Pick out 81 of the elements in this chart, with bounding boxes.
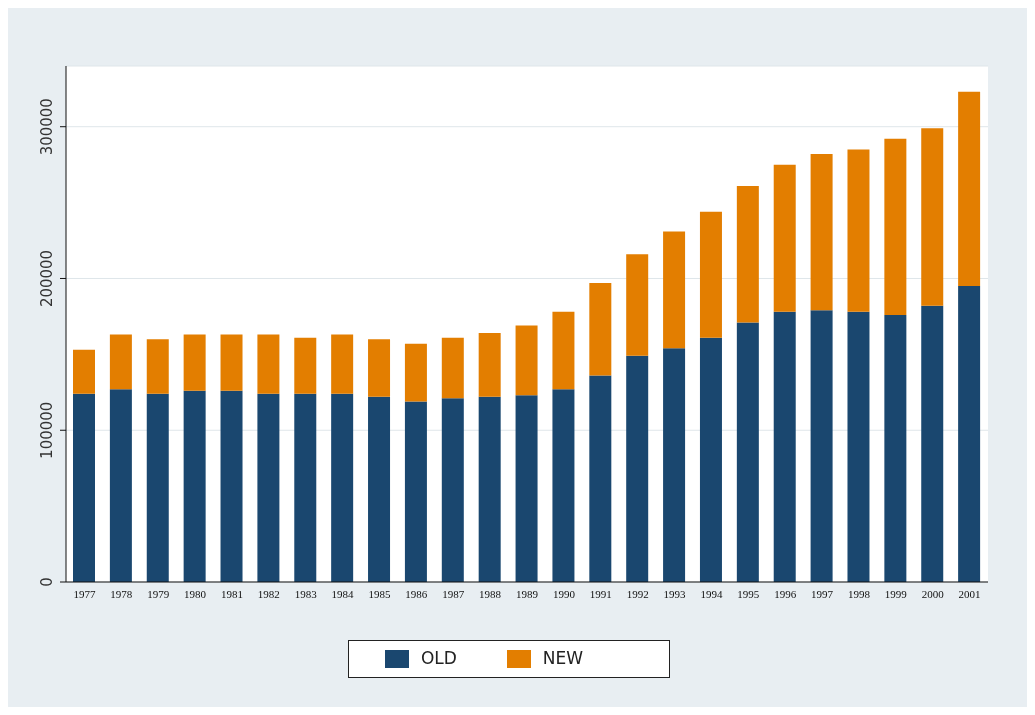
bar xyxy=(552,389,575,582)
bar xyxy=(663,348,686,582)
x-tick-label: 1998 xyxy=(847,587,871,600)
bar xyxy=(589,283,612,376)
bar xyxy=(146,393,169,582)
y-tick-label: 0 xyxy=(38,577,56,587)
x-tick-label: 1994 xyxy=(700,587,723,600)
bar xyxy=(183,334,206,391)
bar xyxy=(663,231,686,349)
bar xyxy=(441,337,464,399)
x-tick-label: 1999 xyxy=(884,587,908,600)
bar xyxy=(736,185,759,323)
x-tick-label: 1982 xyxy=(257,587,280,600)
bar xyxy=(810,310,833,582)
x-tick-label: 1989 xyxy=(516,587,539,600)
bar xyxy=(368,396,391,582)
x-tick-label: 1988 xyxy=(479,587,502,600)
bar xyxy=(478,333,501,397)
x-tick-label: 1987 xyxy=(442,587,465,600)
x-tick-label: 1986 xyxy=(405,587,428,600)
bar xyxy=(884,314,907,582)
bar xyxy=(294,337,317,394)
bar xyxy=(810,154,833,311)
bar xyxy=(515,325,538,396)
bar xyxy=(847,311,870,582)
bar xyxy=(773,311,796,582)
bar xyxy=(958,286,981,582)
x-tick-label: 1993 xyxy=(663,587,687,600)
bar xyxy=(331,334,354,394)
x-tick-label: 1995 xyxy=(737,587,760,600)
bar xyxy=(331,393,354,582)
x-tick-label: 1985 xyxy=(368,587,391,600)
bar xyxy=(552,311,575,390)
x-tick-label: 1991 xyxy=(589,587,612,600)
bar xyxy=(109,334,132,390)
bar xyxy=(73,393,95,582)
x-tick-label: 1980 xyxy=(184,587,207,600)
bar xyxy=(626,254,649,356)
bar xyxy=(847,149,870,312)
bar xyxy=(884,138,907,315)
bar xyxy=(699,337,722,582)
x-tick-label: 1978 xyxy=(110,587,133,600)
bar xyxy=(626,355,649,582)
bar xyxy=(109,389,132,582)
bar xyxy=(73,349,95,394)
bar xyxy=(736,322,759,582)
bar xyxy=(257,334,280,394)
x-tick-label: 2000 xyxy=(921,587,945,600)
bar xyxy=(958,91,981,287)
legend-label: OLD xyxy=(420,648,457,668)
y-tick-label: 300000 xyxy=(38,98,56,156)
bar xyxy=(220,390,243,582)
bar xyxy=(146,339,169,394)
x-tick-label: 1979 xyxy=(147,587,170,600)
x-tick-label: 1984 xyxy=(331,587,355,600)
x-tick-label: 1981 xyxy=(220,587,243,600)
x-tick-label: 1977 xyxy=(73,587,96,600)
bar xyxy=(257,393,280,582)
x-tick-label: 1992 xyxy=(626,587,649,600)
bar xyxy=(773,164,796,312)
bar xyxy=(404,343,427,402)
legend-label: NEW xyxy=(542,648,584,668)
x-tick-label: 2001 xyxy=(958,587,981,600)
bar xyxy=(478,396,501,582)
bar xyxy=(699,211,722,338)
bar xyxy=(220,334,243,391)
bar xyxy=(368,339,391,397)
bar xyxy=(515,395,538,582)
bar xyxy=(589,375,612,582)
y-tick-label: 200000 xyxy=(38,249,56,308)
x-tick-label: 1996 xyxy=(774,587,797,600)
bar xyxy=(921,128,944,306)
bar xyxy=(441,398,464,582)
x-tick-label: 1997 xyxy=(811,587,834,600)
x-tick-label: 1990 xyxy=(552,587,576,600)
x-tick-label: 1983 xyxy=(294,587,318,600)
bar xyxy=(294,393,317,582)
bar xyxy=(404,401,427,582)
bar xyxy=(183,390,206,582)
y-tick-label: 100000 xyxy=(38,401,56,459)
bar xyxy=(921,305,944,582)
